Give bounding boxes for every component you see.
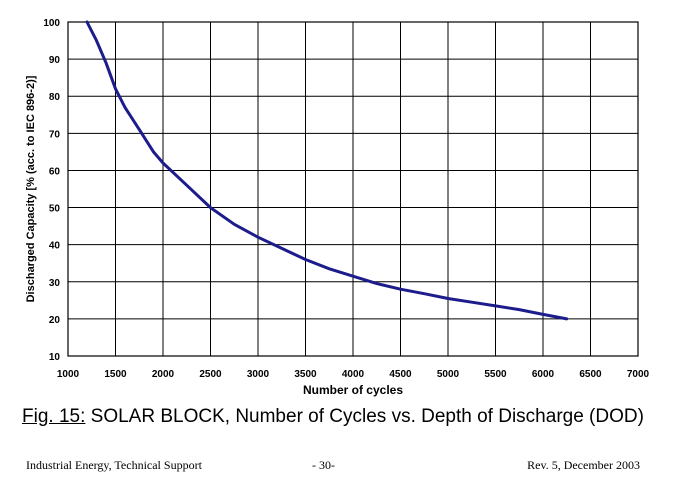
x-tick-label: 5000 — [437, 369, 460, 380]
chart-grid — [67, 21, 639, 357]
y-tick-label: 70 — [49, 129, 61, 140]
x-tick-label: 1500 — [104, 369, 127, 380]
figure-caption-text: SOLAR BLOCK, Number of Cycles vs. Depth … — [85, 406, 644, 427]
y-tick-label: 90 — [49, 55, 61, 66]
x-axis-label: Number of cycles — [303, 383, 403, 397]
x-tick-label: 4500 — [389, 369, 412, 380]
x-tick-label: 4000 — [342, 369, 365, 380]
y-tick-label: 60 — [49, 166, 61, 177]
x-tick-label: 2000 — [152, 369, 175, 380]
cycles-vs-dod-chart: 1000 1500 2000 2500 3000 3500 4000 4500 5000 5500… — [25, 18, 650, 397]
x-tick-label: 2500 — [199, 369, 222, 380]
y-tick-label: 50 — [49, 204, 61, 215]
x-tick-label: 3000 — [247, 369, 270, 380]
plot-frame — [67, 21, 639, 357]
x-tick-label: 6500 — [579, 369, 602, 380]
x-tick-label: 5500 — [484, 369, 507, 380]
footer-right: Rev. 5, December 2003 — [527, 458, 640, 472]
series-line — [85, 20, 569, 321]
figure-caption: Fig. 15: SOLAR BLOCK, Number of Cycles v… — [22, 406, 644, 428]
footer-page-number: - 30- — [312, 458, 335, 472]
y-tick-label: 40 — [49, 241, 61, 252]
y-tick-label: 30 — [49, 278, 61, 289]
y-tick-label: 10 — [49, 352, 61, 363]
y-axis-label: Discharged Capacity [% (acc. to IEC 896-… — [25, 75, 37, 302]
y-tick-label: 80 — [49, 92, 61, 103]
x-tick-label: 1000 — [57, 369, 80, 380]
x-tick-label: 6000 — [532, 369, 555, 380]
x-axis-ticks: 1000 1500 2000 2500 3000 3500 4000 4500 5000 5500… — [57, 369, 650, 380]
x-tick-label: 3500 — [294, 369, 317, 380]
footer-left: Industrial Energy, Technical Support — [26, 458, 202, 472]
y-tick-label: 100 — [43, 18, 60, 29]
y-tick-label: 20 — [49, 315, 61, 326]
y-axis-ticks: 10 20 30 40 50 60 70 80 90 100 — [43, 18, 60, 363]
figure-reference: Fig. 15: — [22, 406, 86, 427]
x-tick-label: 7000 — [627, 369, 650, 380]
